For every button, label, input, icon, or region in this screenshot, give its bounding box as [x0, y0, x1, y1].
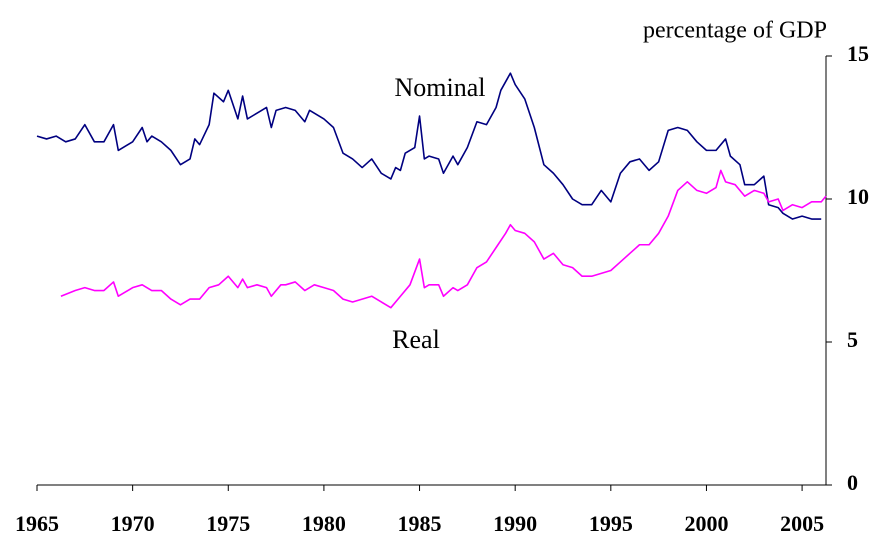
x-tick-label: 1980: [302, 511, 346, 536]
x-tick-label: 1995: [589, 511, 633, 536]
x-tick-label: 2000: [684, 511, 728, 536]
y-tick-label: 15: [847, 41, 869, 66]
x-tick-label: 1965: [15, 511, 59, 536]
x-tick-label: 2005: [780, 511, 824, 536]
y-tick-label: 10: [847, 184, 869, 209]
y-tick-label: 5: [847, 327, 858, 352]
y-tick-label: 0: [847, 470, 858, 495]
series-line: [60, 169, 827, 309]
x-tick-label: 1970: [111, 511, 155, 536]
series-line: [36, 72, 822, 220]
x-tick-label: 1990: [493, 511, 537, 536]
y-axis-label: percentage of GDP: [643, 18, 827, 44]
series-label: Real: [392, 325, 440, 354]
x-tick-label: 1975: [206, 511, 250, 536]
x-tick-label: 1985: [398, 511, 442, 536]
series-label: Nominal: [395, 73, 486, 102]
